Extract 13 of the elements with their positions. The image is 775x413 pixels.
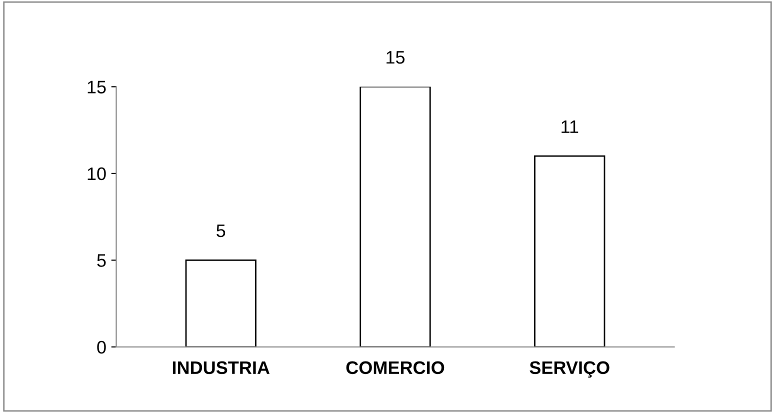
- data-label: 15: [386, 51, 405, 64]
- y-tick-label: 0: [97, 340, 106, 354]
- bar: [360, 86, 431, 347]
- x-tick-label: SERVIÇO: [530, 361, 610, 378]
- bar: [185, 259, 256, 347]
- bar: [534, 155, 606, 347]
- y-tick-label: 5: [97, 254, 106, 267]
- x-tick-label: INDUSTRIA: [172, 361, 270, 374]
- y-tick-label: 15: [88, 80, 106, 94]
- data-label: 11: [562, 120, 578, 133]
- y-tick-label: 10: [88, 167, 106, 180]
- data-label: 5: [216, 224, 226, 238]
- x-tick-label: COMERCIO: [346, 361, 444, 374]
